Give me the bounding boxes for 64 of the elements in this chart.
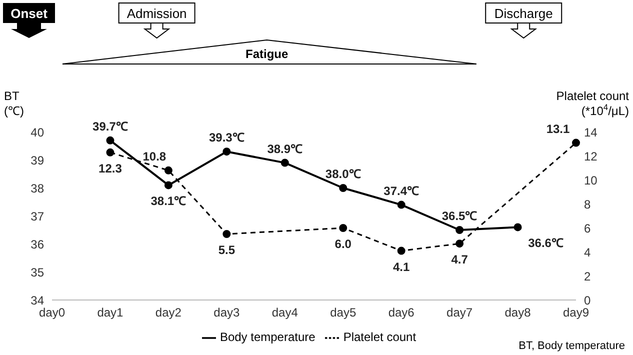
text: Discharge <box>494 6 553 21</box>
text: Fatigue <box>246 47 288 61</box>
text: Admission <box>126 6 187 21</box>
data-label: 5.5 <box>218 243 236 257</box>
y-tick-label: 40 <box>30 125 44 140</box>
y-tick-label: 36 <box>30 237 44 252</box>
y2-tick-label: 8 <box>584 197 591 212</box>
point <box>514 223 522 232</box>
point <box>222 148 231 156</box>
data-label: 13.1 <box>546 122 570 136</box>
point <box>164 166 172 174</box>
data-label: 38.1℃ <box>150 194 186 208</box>
data-label: 39.7℃ <box>92 119 128 134</box>
y2-tick-label: 2 <box>584 269 591 284</box>
data-label: 38.0℃ <box>325 167 361 181</box>
point <box>339 224 348 232</box>
data-label: 36.6℃ <box>528 236 564 250</box>
point <box>222 230 231 238</box>
y2-tick-label: 6 <box>584 221 591 236</box>
point <box>456 240 464 248</box>
legend-label: Body temperature <box>220 330 316 344</box>
y2-tick-label: 0 <box>584 293 591 308</box>
point <box>456 226 464 234</box>
text: BT, Body temperature <box>518 340 625 352</box>
y2-tick-label: 4 <box>584 245 591 260</box>
data-label: 37.4℃ <box>384 184 420 198</box>
point <box>106 136 114 144</box>
y2-tick-label: 10 <box>584 173 598 188</box>
data-label: 39.3℃ <box>208 130 244 145</box>
x-tick-label: day0 <box>38 306 66 320</box>
text: Onset <box>10 6 48 21</box>
data-label: 38.9℃ <box>267 142 303 156</box>
x-tick-label: day3 <box>214 306 240 320</box>
y2-tick-label: 14 <box>584 125 598 140</box>
data-label: 12.3 <box>98 161 122 176</box>
data-label: 10.8 <box>142 149 166 164</box>
x-tick-label: day4 <box>272 306 298 320</box>
data-label: 4.1 <box>392 260 410 274</box>
point <box>280 158 289 167</box>
y-tick-label: 37 <box>30 209 44 224</box>
x-tick-label: day5 <box>330 306 356 320</box>
point <box>164 181 172 190</box>
y-axis-title: BT (℃) <box>4 89 24 118</box>
point <box>339 184 348 192</box>
y-tick-label: 39 <box>30 153 44 168</box>
y2-tick-label: 12 <box>584 149 598 164</box>
x-tick-label: day6 <box>388 306 415 320</box>
data-label: 36.5℃ <box>442 209 478 223</box>
data-label: 6.0 <box>334 237 352 251</box>
x-tick-label: day8 <box>504 306 532 320</box>
x-tick-label: day1 <box>97 306 124 320</box>
y-tick-label: 35 <box>30 265 44 280</box>
data-label: 4.7 <box>451 252 468 267</box>
y2-axis-title: Platelet count (*10$^{4}$/μL) <box>556 89 630 118</box>
point <box>397 246 406 255</box>
y-tick-label: 38 <box>30 181 44 196</box>
legend-label: Platelet count <box>343 330 416 344</box>
point <box>106 148 114 156</box>
y-tick-label: 34 <box>30 293 44 308</box>
x-tick-label: day7 <box>446 306 473 320</box>
point <box>572 138 580 147</box>
x-tick-label: day9 <box>562 306 590 320</box>
point <box>397 200 406 209</box>
x-tick-label: day2 <box>155 306 182 320</box>
